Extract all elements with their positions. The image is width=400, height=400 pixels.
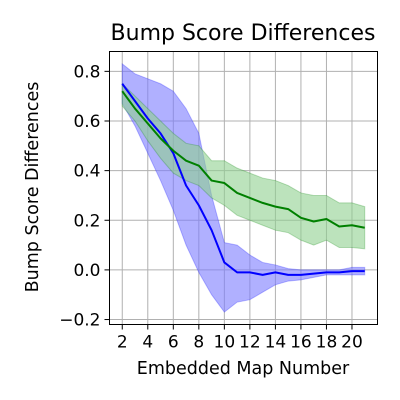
series-lines bbox=[121, 83, 365, 276]
chart-title: Bump Score Differences bbox=[111, 21, 376, 46]
x-tick-label: 18 bbox=[316, 333, 338, 353]
x-tick-label: 8 bbox=[193, 333, 204, 353]
y-axis-ticks: −0.2 0.0 0.2 0.4 0.6 0.8 bbox=[59, 62, 110, 331]
x-axis-label: Embedded Map Number bbox=[137, 359, 350, 379]
x-tick-label: 16 bbox=[290, 333, 312, 353]
y-tick-label: 0.6 bbox=[73, 112, 100, 132]
x-tick-label: 10 bbox=[214, 333, 236, 353]
x-axis-ticks: 2 4 6 8 10 12 14 16 18 20 bbox=[117, 324, 363, 353]
x-tick-label: 2 bbox=[117, 333, 128, 353]
series-2-band bbox=[121, 82, 366, 250]
x-tick-label: 14 bbox=[265, 333, 287, 353]
x-tick-label: 12 bbox=[239, 333, 261, 353]
y-tick-label: 0.8 bbox=[73, 62, 100, 82]
x-tick-label: 20 bbox=[341, 333, 363, 353]
y-tick-label: 0.4 bbox=[73, 162, 100, 182]
y-axis-label: Bump Score Differences bbox=[23, 82, 43, 293]
x-tick-label: 4 bbox=[142, 333, 153, 353]
plot-frame bbox=[109, 51, 378, 325]
x-tick-label: 6 bbox=[168, 333, 179, 353]
y-tick-label: 0.0 bbox=[73, 261, 100, 281]
y-tick-label: 0.2 bbox=[73, 211, 100, 231]
series-1-line bbox=[121, 83, 365, 276]
series-2-line bbox=[121, 90, 365, 229]
y-tick-label: −0.2 bbox=[59, 311, 100, 331]
